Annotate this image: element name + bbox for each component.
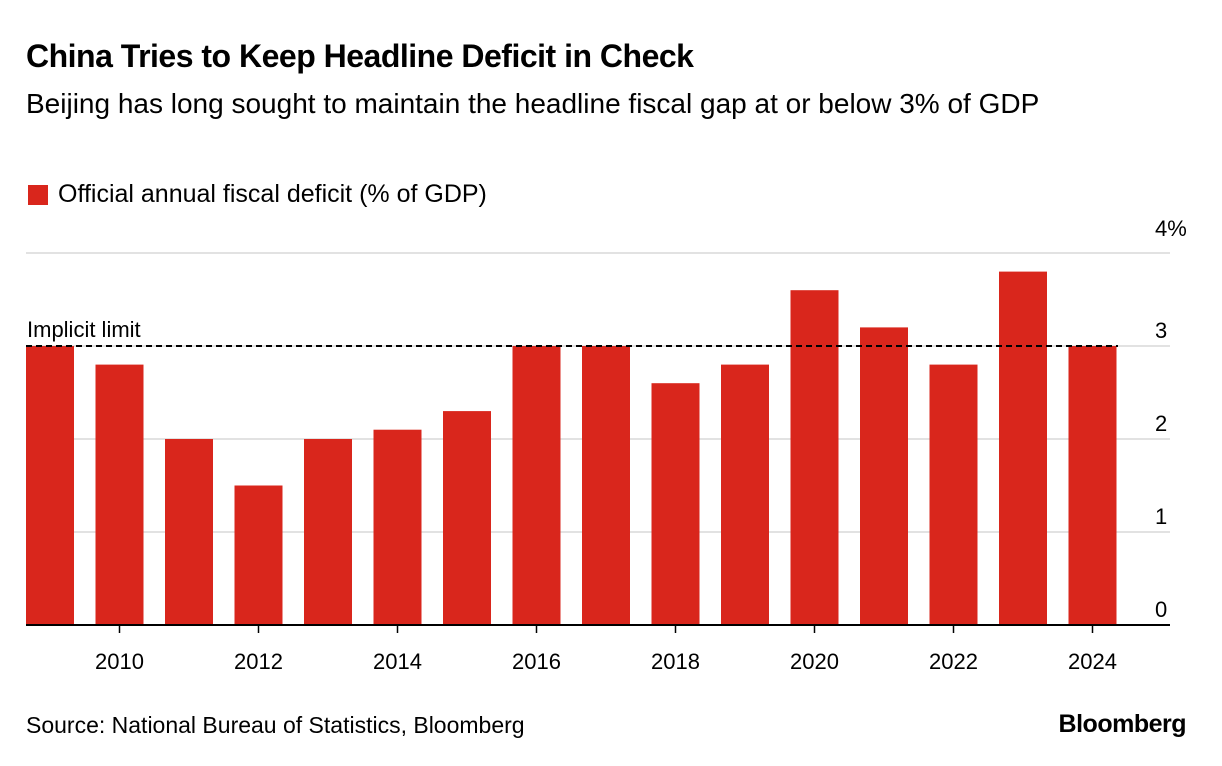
bar <box>165 439 213 625</box>
bar <box>443 411 491 625</box>
x-tick-label: 2012 <box>234 649 283 674</box>
chart-title: China Tries to Keep Headline Deficit in … <box>26 38 694 74</box>
legend-label: Official annual fiscal deficit (% of GDP… <box>58 180 487 208</box>
brand-logo: Bloomberg <box>1058 710 1187 738</box>
implicit-limit-label: Implicit limit <box>27 317 141 342</box>
x-tick-label: 2018 <box>651 649 700 674</box>
y-tick-label: 0 <box>1155 597 1167 622</box>
bar <box>512 346 561 625</box>
x-tick-label: 2024 <box>1068 649 1117 674</box>
legend-swatch <box>28 184 48 205</box>
bar <box>234 485 283 625</box>
chart-subtitle: Beijing has long sought to maintain the … <box>26 88 1040 119</box>
y-tick-label: 2 <box>1155 411 1167 436</box>
bar <box>999 271 1047 625</box>
bar <box>373 429 422 625</box>
bar <box>929 364 978 625</box>
source-note: Source: National Bureau of Statistics, B… <box>26 712 525 738</box>
x-tick-label: 2010 <box>95 649 144 674</box>
bar <box>651 383 700 625</box>
x-tick-label: 2016 <box>512 649 561 674</box>
x-tick-label: 2020 <box>790 649 839 674</box>
bar <box>95 364 144 625</box>
bar <box>26 346 74 625</box>
bar <box>860 327 908 625</box>
x-tick-label: 2022 <box>929 649 978 674</box>
y-tick-label: 3 <box>1155 318 1167 343</box>
x-tick-label: 2014 <box>373 649 422 674</box>
legend: Official annual fiscal deficit (% of GDP… <box>28 180 487 209</box>
y-tick-label: 1 <box>1155 504 1167 529</box>
y-tick-label: 4% <box>1155 216 1187 241</box>
bar <box>582 346 630 625</box>
bar <box>790 290 839 625</box>
bar <box>304 439 352 625</box>
bar <box>1068 346 1117 625</box>
bar <box>721 364 769 625</box>
